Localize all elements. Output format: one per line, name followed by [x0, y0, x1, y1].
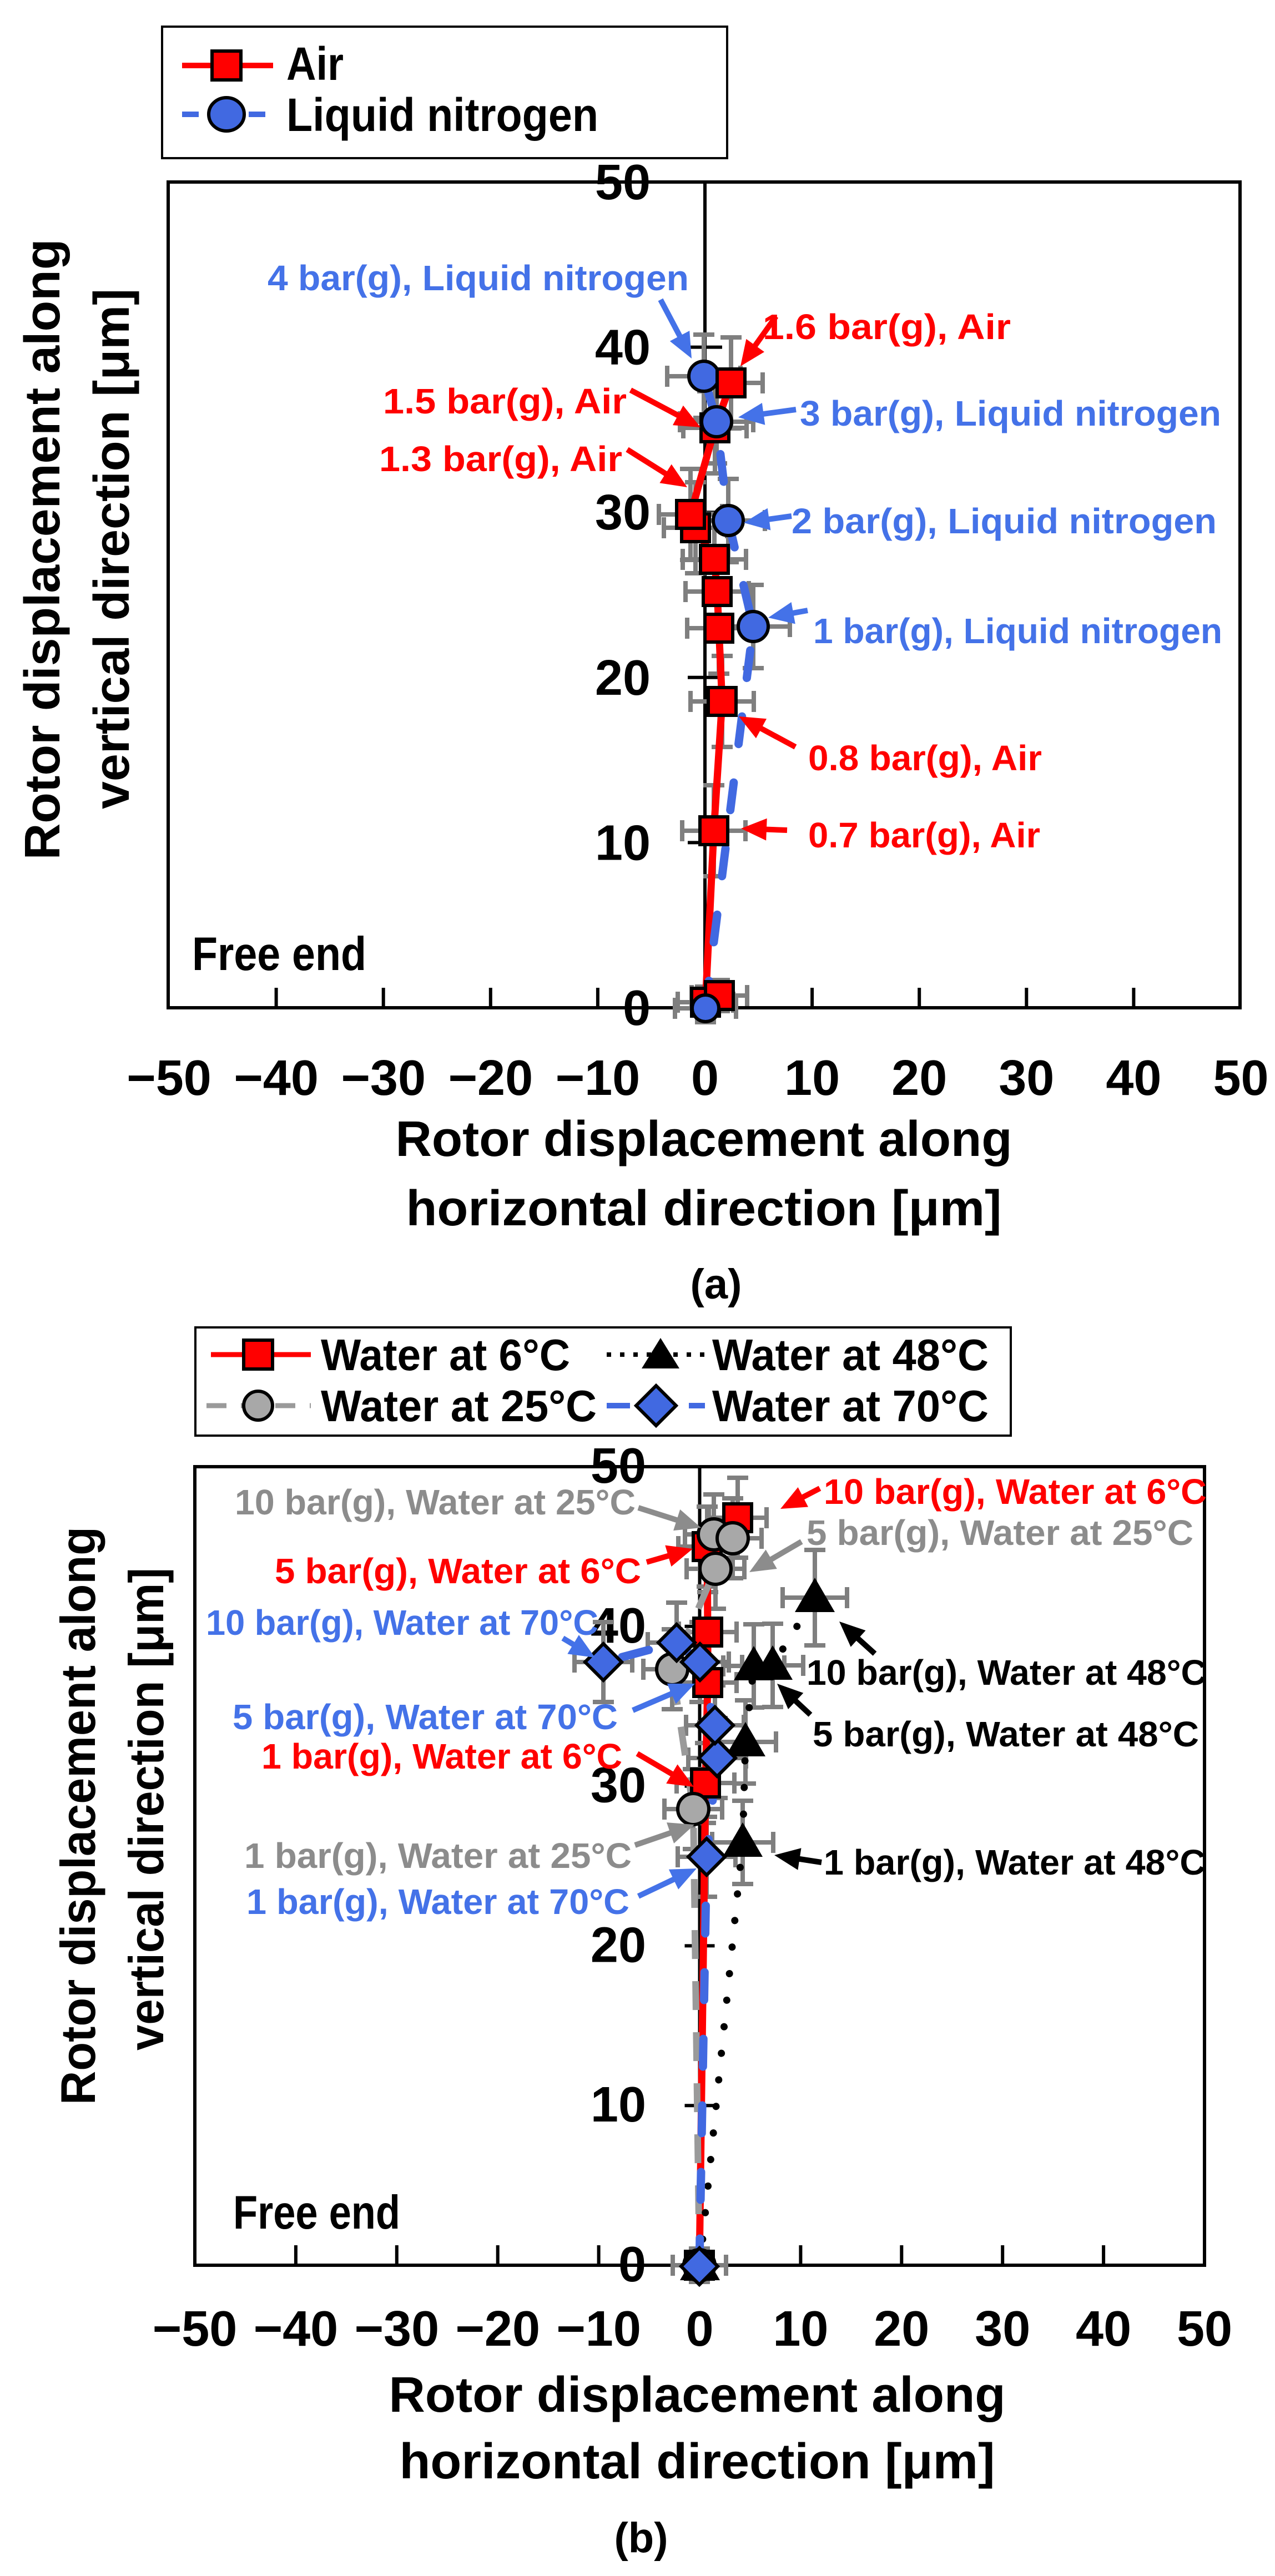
svg-text:50: 50 — [595, 155, 651, 210]
svg-text:−40: −40 — [254, 2301, 339, 2357]
svg-text:30: 30 — [591, 1758, 646, 1814]
svg-text:(a): (a) — [691, 1261, 742, 1308]
svg-text:Liquid nitrogen: Liquid nitrogen — [286, 89, 598, 141]
svg-text:horizontal direction [μm]: horizontal direction [μm] — [400, 2434, 995, 2489]
svg-text:30: 30 — [999, 1050, 1054, 1106]
svg-text:−10: −10 — [556, 1050, 641, 1106]
svg-text:10 bar(g), Water at 48°C: 10 bar(g), Water at 48°C — [807, 1653, 1207, 1693]
svg-text:1 bar(g), Liquid nitrogen: 1 bar(g), Liquid nitrogen — [813, 611, 1222, 651]
svg-text:Rotor displacement along: Rotor displacement along — [51, 1527, 105, 2105]
svg-text:−50: −50 — [153, 2301, 238, 2357]
svg-text:0: 0 — [686, 2301, 713, 2357]
svg-text:Air: Air — [286, 38, 344, 90]
svg-text:50: 50 — [1213, 1050, 1268, 1106]
svg-text:10 bar(g), Water at 70°C: 10 bar(g), Water at 70°C — [206, 1603, 598, 1643]
svg-text:20: 20 — [591, 1917, 646, 1973]
svg-text:20: 20 — [874, 2301, 929, 2357]
svg-text:30: 30 — [595, 485, 651, 541]
svg-text:0.8 bar(g), Air: 0.8 bar(g), Air — [808, 738, 1042, 778]
svg-text:−20: −20 — [448, 1050, 533, 1106]
svg-text:20: 20 — [595, 650, 651, 706]
svg-text:10 bar(g), Water at 25°C: 10 bar(g), Water at 25°C — [235, 1482, 636, 1522]
svg-text:0.7 bar(g), Air: 0.7 bar(g), Air — [808, 815, 1040, 855]
svg-text:5 bar(g), Water at 6°C: 5 bar(g), Water at 6°C — [275, 1551, 641, 1591]
svg-text:1.6 bar(g), Air: 1.6 bar(g), Air — [763, 307, 1011, 347]
svg-text:1 bar(g), Water at 6°C: 1 bar(g), Water at 6°C — [261, 1736, 622, 1776]
svg-text:10: 10 — [595, 815, 651, 871]
svg-text:10: 10 — [591, 2077, 646, 2133]
svg-text:1 bar(g), Water at 70°C: 1 bar(g), Water at 70°C — [246, 1882, 629, 1922]
svg-text:20: 20 — [891, 1050, 947, 1106]
svg-text:5 bar(g), Water at 48°C: 5 bar(g), Water at 48°C — [813, 1714, 1199, 1754]
svg-text:40: 40 — [591, 1598, 646, 1654]
svg-text:−20: −20 — [455, 2301, 540, 2357]
svg-text:Water at 70°C: Water at 70°C — [712, 1381, 989, 1431]
svg-text:(b): (b) — [614, 2514, 668, 2562]
svg-text:−40: −40 — [234, 1050, 319, 1106]
svg-text:1.5 bar(g), Air: 1.5 bar(g), Air — [383, 381, 627, 421]
svg-text:1 bar(g), Water at 25°C: 1 bar(g), Water at 25°C — [244, 1836, 632, 1876]
svg-text:0: 0 — [623, 981, 651, 1036]
svg-text:1.3 bar(g), Air: 1.3 bar(g), Air — [379, 439, 622, 479]
svg-text:0: 0 — [618, 2237, 646, 2292]
svg-text:40: 40 — [1106, 1050, 1161, 1106]
svg-text:vertical direction [μm]: vertical direction [μm] — [84, 289, 140, 809]
svg-text:vertical direction [μm]: vertical direction [μm] — [119, 1568, 174, 2050]
svg-text:2 bar(g), Liquid nitrogen: 2 bar(g), Liquid nitrogen — [792, 501, 1217, 541]
svg-text:−30: −30 — [354, 2301, 439, 2357]
svg-text:−10: −10 — [556, 2301, 641, 2357]
svg-text:50: 50 — [591, 1438, 646, 1494]
svg-text:1 bar(g), Water at 48°C: 1 bar(g), Water at 48°C — [824, 1842, 1206, 1882]
svg-text:10: 10 — [784, 1050, 840, 1106]
svg-text:Water at 25°C: Water at 25°C — [321, 1381, 597, 1431]
svg-text:10 bar(g), Water at 6°C: 10 bar(g), Water at 6°C — [824, 1472, 1207, 1512]
svg-text:Rotor displacement along: Rotor displacement along — [396, 1112, 1012, 1167]
svg-text:5 bar(g), Water at 25°C: 5 bar(g), Water at 25°C — [807, 1513, 1193, 1553]
svg-text:30: 30 — [975, 2301, 1030, 2357]
svg-text:−50: −50 — [127, 1050, 211, 1106]
svg-text:5 bar(g), Water at 70°C: 5 bar(g), Water at 70°C — [233, 1697, 618, 1737]
svg-text:10: 10 — [773, 2301, 828, 2357]
svg-text:Rotor displacement along: Rotor displacement along — [15, 239, 70, 860]
svg-text:40: 40 — [595, 320, 651, 376]
svg-text:50: 50 — [1177, 2301, 1232, 2357]
svg-text:horizontal direction [μm]: horizontal direction [μm] — [406, 1181, 1002, 1236]
svg-text:Rotor displacement along: Rotor displacement along — [389, 2367, 1006, 2423]
svg-text:0: 0 — [691, 1050, 719, 1106]
svg-text:40: 40 — [1076, 2301, 1131, 2357]
svg-text:3 bar(g), Liquid nitrogen: 3 bar(g), Liquid nitrogen — [800, 393, 1221, 433]
svg-text:Water at 6°C: Water at 6°C — [321, 1330, 570, 1380]
svg-text:Free end: Free end — [192, 928, 366, 981]
svg-text:−30: −30 — [341, 1050, 426, 1106]
svg-text:Free end: Free end — [233, 2186, 400, 2239]
svg-text:4 bar(g), Liquid nitrogen: 4 bar(g), Liquid nitrogen — [268, 258, 689, 298]
svg-text:Water at 48°C: Water at 48°C — [712, 1330, 989, 1380]
